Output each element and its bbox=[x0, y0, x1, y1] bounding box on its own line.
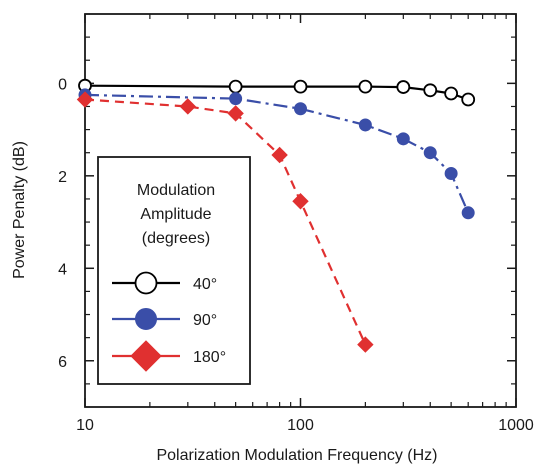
data-point bbox=[396, 80, 411, 94]
legend-marker bbox=[135, 308, 157, 330]
data-point bbox=[294, 102, 307, 116]
legend-entry-2: 90° bbox=[112, 308, 217, 330]
legend-entries: 40° 90° 180° bbox=[112, 271, 226, 372]
series-layer bbox=[76, 78, 476, 353]
legend-box bbox=[97, 156, 251, 385]
data-point bbox=[423, 83, 438, 98]
x-tick-label: 1000 bbox=[498, 417, 534, 434]
y-tick-label: 6 bbox=[58, 354, 67, 371]
data-point bbox=[444, 86, 459, 101]
legend-label: 40° bbox=[193, 276, 217, 293]
data-point bbox=[396, 132, 410, 146]
legend-title-line-2: Amplitude bbox=[140, 206, 211, 223]
data-point bbox=[444, 167, 458, 181]
y-tick-label: 2 bbox=[58, 169, 67, 186]
x-tick-label: 10 bbox=[76, 417, 94, 434]
y-tick-label: 0 bbox=[58, 76, 67, 93]
data-point bbox=[293, 79, 308, 94]
data-point bbox=[228, 79, 243, 94]
legend-label: 180° bbox=[193, 349, 226, 366]
data-point bbox=[423, 146, 437, 160]
series-line bbox=[84, 98, 367, 346]
legend-title-line-3: (degrees) bbox=[142, 230, 210, 247]
x-axis-title: Polarization Modulation Frequency (Hz) bbox=[156, 447, 437, 464]
x-tick-label: 100 bbox=[287, 417, 314, 434]
data-point bbox=[227, 105, 244, 122]
legend: Modulation Amplitude (degrees) 40° 90° 180… bbox=[97, 156, 251, 385]
legend-entry-3: 180° bbox=[112, 340, 226, 372]
data-point bbox=[358, 79, 373, 94]
legend-marker bbox=[130, 340, 162, 372]
axis-ticks: 10 100 1000 0 2 4 6 bbox=[58, 13, 534, 434]
y-tick-label: 4 bbox=[58, 261, 67, 278]
data-point bbox=[179, 98, 197, 115]
data-point bbox=[358, 118, 372, 132]
data-point bbox=[461, 206, 475, 220]
data-point bbox=[292, 193, 309, 210]
legend-title-line-1: Modulation bbox=[137, 182, 215, 199]
series-1 bbox=[78, 78, 476, 107]
legend-label: 90° bbox=[193, 312, 217, 329]
legend-entry-1: 40° bbox=[112, 271, 217, 295]
series-2 bbox=[78, 88, 475, 220]
series-line bbox=[84, 84, 469, 101]
y-axis-title: Power Penalty (dB) bbox=[11, 141, 28, 279]
data-point bbox=[271, 146, 288, 164]
data-point bbox=[229, 92, 243, 106]
data-point bbox=[357, 336, 374, 353]
data-point bbox=[461, 92, 476, 107]
data-point bbox=[76, 91, 94, 108]
series-3 bbox=[76, 91, 374, 353]
legend-marker bbox=[134, 271, 158, 295]
